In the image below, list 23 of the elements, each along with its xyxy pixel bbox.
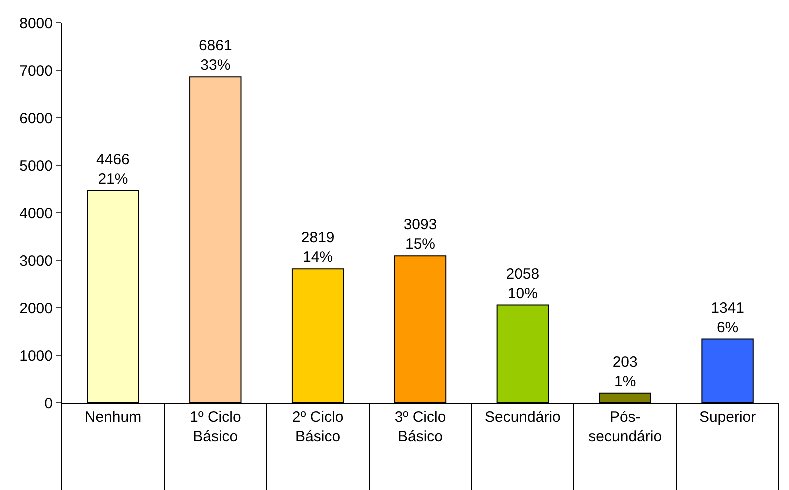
data-label: 6861 33% [198,38,232,74]
x-tick-label: Superior [699,409,756,426]
y-tick-label: 3000 [20,252,53,270]
y-tick-label: 2000 [20,300,53,318]
data-label: 2058 10% [506,266,540,302]
y-tick-label: 6000 [20,110,53,128]
y-tick-label: 4000 [20,205,53,222]
y-tick-label: 7000 [20,62,53,80]
x-tick-label: 1º Ciclo Básico [190,409,242,446]
data-label: 4466 21% [96,151,130,188]
data-label: 3093 15% [404,216,438,254]
x-tick-label: Pós-secundário [588,409,662,446]
y-tick-label: 1000 [20,348,53,365]
y-tick-label: 5000 [20,158,53,175]
x-tick-label: 3º Ciclo Básico [394,409,446,446]
data-label: 203 1% [612,354,638,390]
x-tick-label: 2º Ciclo Básico [292,409,344,446]
y-tick-label: 8000 [20,15,53,32]
data-label: 2819 14% [301,230,335,266]
data-label: 1341 6% [711,300,744,336]
y-tick-label: 0 [44,395,53,412]
x-tick-label: Nenhum [84,409,142,426]
x-tick-label: Secundário [484,409,561,426]
